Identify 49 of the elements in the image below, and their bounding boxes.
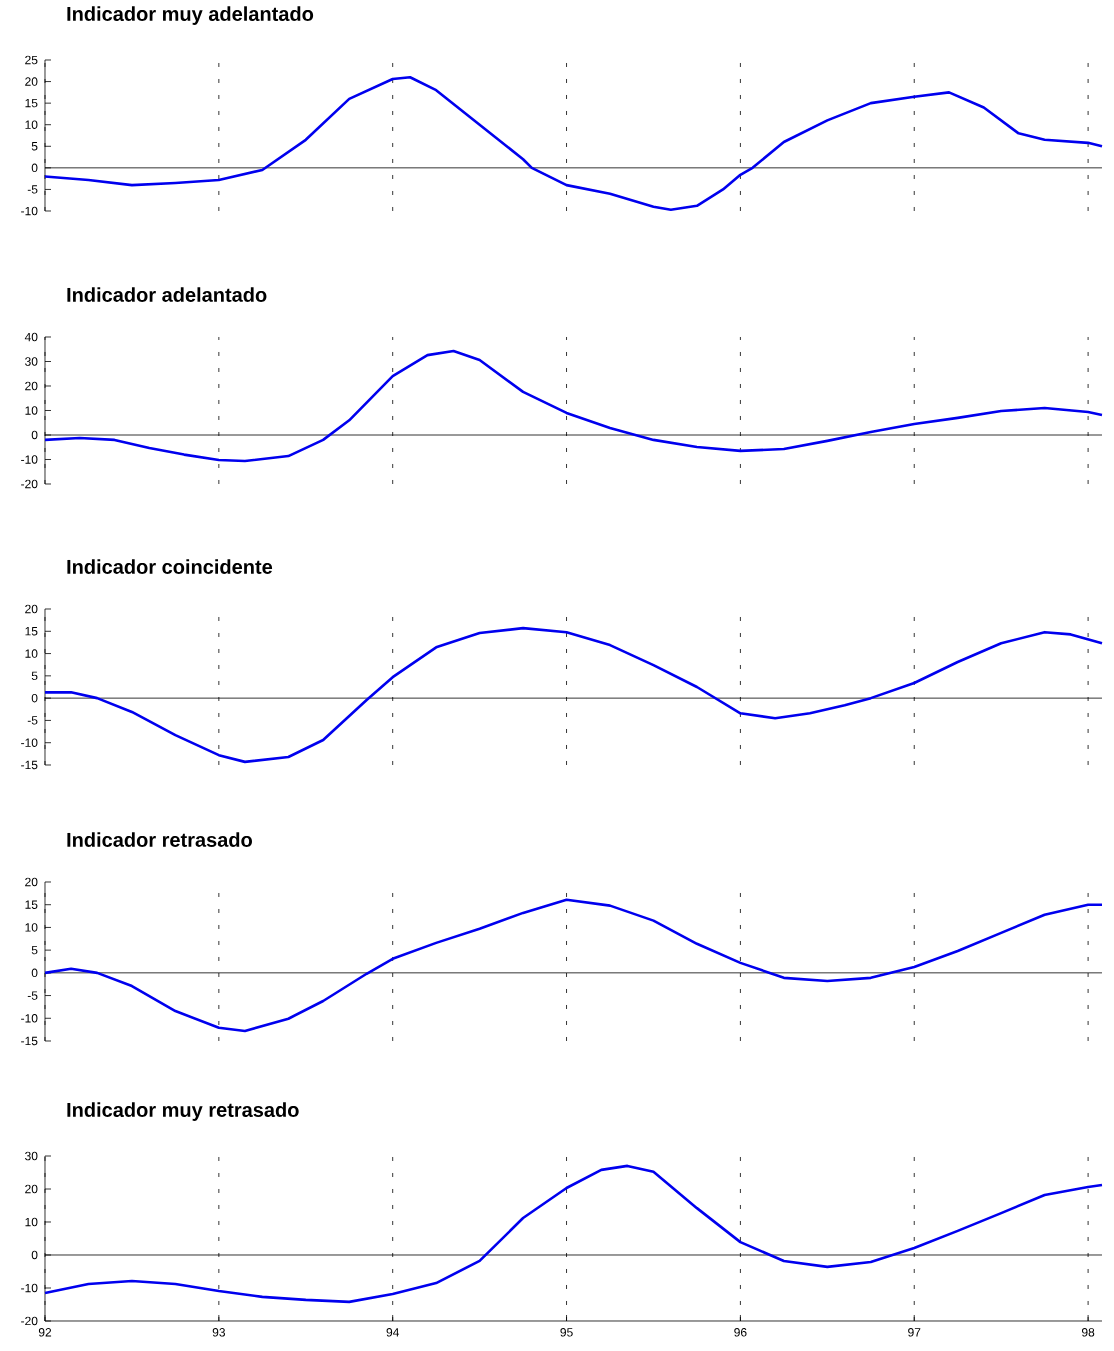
chart-title: Indicador muy adelantado xyxy=(67,6,314,25)
y-tick-label: 20 xyxy=(25,604,38,614)
y-tick-label: 10 xyxy=(25,649,38,658)
y-tick-label: 25 xyxy=(25,55,38,65)
y-tick-label: -20 xyxy=(21,1316,38,1326)
y-tick-label: -10 xyxy=(21,1014,38,1023)
y-tick-label: 10 xyxy=(25,923,38,932)
y-tick-label: 20 xyxy=(25,381,38,391)
y-tick-label: -15 xyxy=(21,1036,38,1046)
x-tick-label: 94 xyxy=(386,1328,400,1337)
y-tick-label: 5 xyxy=(31,945,38,955)
y-tick-label: 40 xyxy=(24,332,38,342)
chart-title: Indicador muy retrasado xyxy=(67,1102,299,1121)
y-tick-label: -20 xyxy=(21,479,38,489)
y-tick-label: 0 xyxy=(31,430,38,440)
y-tick-label: 20 xyxy=(25,877,38,887)
x-tick-label: 98 xyxy=(1081,1328,1095,1337)
x-tick-label: 92 xyxy=(38,1328,52,1337)
y-tick-label: 10 xyxy=(25,120,38,129)
y-tick-label: 0 xyxy=(31,968,38,978)
y-tick-label: 15 xyxy=(25,627,38,636)
y-tick-label: -10 xyxy=(21,738,38,747)
x-tick-label: 96 xyxy=(734,1328,747,1337)
chart-title: Indicador coincidente xyxy=(67,559,273,574)
x-tick-label: 95 xyxy=(560,1328,573,1337)
chart-title: Indicador adelantado xyxy=(67,287,267,302)
y-tick-label: 10 xyxy=(25,1217,38,1227)
y-tick-label: 20 xyxy=(25,1184,38,1194)
y-tick-label: -10 xyxy=(21,1283,38,1293)
y-tick-label: -5 xyxy=(27,185,38,194)
x-tick-label: 93 xyxy=(212,1328,225,1337)
y-tick-label: -5 xyxy=(27,716,38,725)
y-tick-label: 0 xyxy=(31,1250,38,1260)
y-tick-label: 10 xyxy=(25,406,38,415)
y-tick-label: 5 xyxy=(31,671,38,681)
y-tick-label: -10 xyxy=(21,206,38,216)
y-tick-label: 30 xyxy=(25,357,38,366)
x-tick-label: 97 xyxy=(908,1328,921,1337)
y-tick-label: 20 xyxy=(25,77,38,86)
chart-title: Indicador retrasado xyxy=(67,832,252,847)
y-tick-label: 15 xyxy=(25,98,38,108)
y-tick-label: -15 xyxy=(21,760,38,770)
y-tick-label: 15 xyxy=(25,900,38,909)
y-tick-label: 0 xyxy=(31,693,38,703)
y-tick-label: -10 xyxy=(21,455,38,464)
y-tick-label: -5 xyxy=(27,991,38,1000)
y-tick-label: 0 xyxy=(31,163,38,173)
y-tick-label: 30 xyxy=(25,1151,38,1161)
y-tick-label: 5 xyxy=(31,142,38,151)
